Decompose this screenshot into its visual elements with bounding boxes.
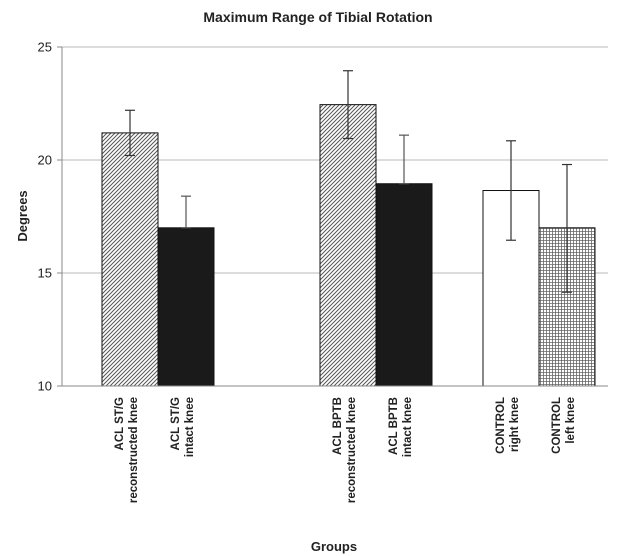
x-category-label-line: CONTROL (495, 397, 507, 454)
x-category-label: CONTROL left knee (551, 397, 577, 454)
bar (101, 132, 159, 387)
x-category-label-line: CONTROL (551, 397, 563, 454)
y-tick-label: 10 (38, 379, 52, 394)
x-category-label-line: right knee (509, 397, 521, 452)
x-category-label-line: ACL ST/G (170, 397, 182, 451)
y-tick-label: 15 (38, 266, 52, 281)
x-axis-label: Groups (311, 539, 357, 554)
x-category-label: ACL ST/G reconstructed knee (114, 397, 140, 503)
y-axis-label: Degrees (15, 190, 30, 241)
x-category-labels: ACL ST/G reconstructed knee ACL ST/G intact… (114, 397, 577, 503)
x-category-label-line: intact knee (184, 397, 196, 457)
x-category-label: ACL BPTB reconstructed knee (332, 397, 358, 503)
x-category-label-line: left knee (565, 397, 577, 444)
error-bars (125, 70, 572, 293)
bar (319, 104, 377, 387)
chart-title: Maximum Range of Tibial Rotation (203, 9, 432, 25)
x-category-label-line: ACL BPTB (388, 397, 400, 455)
x-category-label-line: intact knee (402, 397, 414, 457)
x-category-label: ACL BPTB intact knee (388, 397, 414, 457)
x-category-label-line: reconstructed knee (346, 397, 358, 503)
bar (157, 227, 215, 387)
y-tick-label: 20 (38, 153, 52, 168)
x-category-label: CONTROL right knee (495, 397, 521, 454)
bar (375, 183, 433, 387)
y-tick-labels: 10 15 20 25 (38, 40, 52, 394)
y-tick-label: 25 (38, 40, 52, 55)
x-category-label-line: ACL ST/G (114, 397, 126, 451)
x-category-label-line: reconstructed knee (128, 397, 140, 503)
bars (101, 104, 596, 387)
axes (57, 46, 608, 387)
x-category-label-line: ACL BPTB (332, 397, 344, 455)
x-category-label: ACL ST/G intact knee (170, 397, 196, 457)
